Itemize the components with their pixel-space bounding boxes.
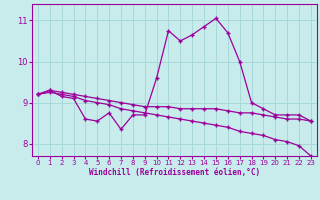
- X-axis label: Windchill (Refroidissement éolien,°C): Windchill (Refroidissement éolien,°C): [89, 168, 260, 177]
